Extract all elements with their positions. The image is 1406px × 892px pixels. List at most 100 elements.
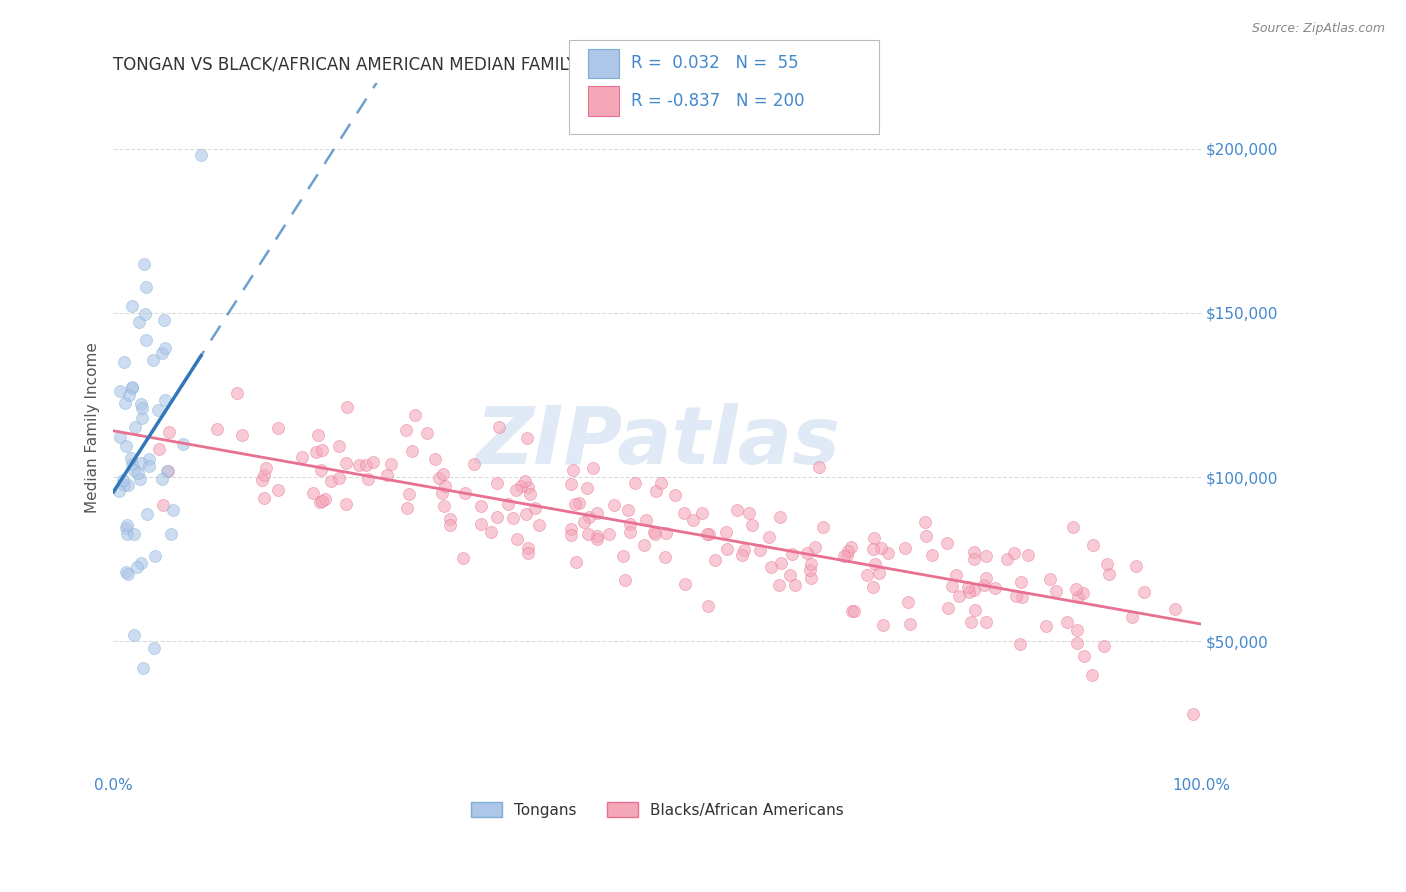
Point [733,542,755,557]
Point [1002,545,1025,559]
Point [697,599,720,613]
Point [1035,618,1057,632]
Point [779,567,801,582]
Point [581,460,603,475]
Point [226,386,249,401]
Point [250,473,273,487]
Point [973,578,995,592]
Point [1092,639,1115,653]
Point [965,602,987,616]
Point [1071,586,1094,600]
Point [807,459,830,474]
Point [562,463,585,477]
Point [963,545,986,559]
Point [690,506,713,520]
Point [132,660,155,674]
Point [800,571,823,585]
Point [128,315,150,329]
Point [129,397,152,411]
Point [727,503,749,517]
Point [328,471,350,485]
Point [572,515,595,529]
Point [470,499,492,513]
Point [121,299,143,313]
Point [1062,520,1084,534]
Point [872,617,894,632]
Point [682,513,704,527]
Point [1081,667,1104,681]
Point [159,425,181,439]
Point [148,402,170,417]
Point [957,585,980,599]
Point [314,491,336,506]
Point [769,556,792,570]
Point [1066,623,1088,637]
Point [636,513,658,527]
Point [132,257,155,271]
Point [1125,559,1147,574]
Point [863,557,886,571]
Point [1056,615,1078,630]
Point [131,411,153,425]
Point [1163,602,1185,616]
Point [127,466,149,480]
Point [416,425,439,440]
Point [136,507,159,521]
Point [162,503,184,517]
Point [427,471,450,485]
Point [1133,585,1156,599]
Point [785,578,807,592]
Point [769,510,792,524]
Point [121,380,143,394]
Point [1073,648,1095,663]
Point [115,517,138,532]
Point [1005,589,1028,603]
Point [560,522,582,536]
Point [1083,538,1105,552]
Point [612,549,634,563]
Point [654,550,676,565]
Point [134,307,156,321]
Point [152,312,174,326]
Point [515,507,537,521]
Point [696,527,718,541]
Point [335,456,357,470]
Point [121,381,143,395]
Point [624,475,647,490]
Point [835,548,858,562]
Point [945,567,967,582]
Point [150,472,173,486]
Point [1121,610,1143,624]
Point [984,581,1007,595]
Point [135,333,157,347]
Point [575,481,598,495]
Point [586,532,609,546]
Point [1011,574,1033,589]
Point [172,437,194,451]
Point [959,615,981,630]
Point [121,457,143,471]
Legend: Tongans, Blacks/African Americans: Tongans, Blacks/African Americans [465,796,849,823]
Point [148,442,170,456]
Point [586,506,609,520]
Point [138,459,160,474]
Point [363,454,385,468]
Point [598,527,620,541]
Point [519,487,541,501]
Point [117,478,139,492]
Point [714,524,737,539]
Point [253,491,276,505]
Point [307,428,329,442]
Point [586,528,609,542]
Point [1182,706,1205,721]
Point [486,510,509,524]
Point [380,457,402,471]
Point [697,526,720,541]
Point [156,464,179,478]
Point [869,541,891,555]
Point [915,529,938,543]
Point [305,445,328,459]
Point [517,480,540,494]
Text: R = -0.837   N = 200: R = -0.837 N = 200 [631,92,804,110]
Point [856,568,879,582]
